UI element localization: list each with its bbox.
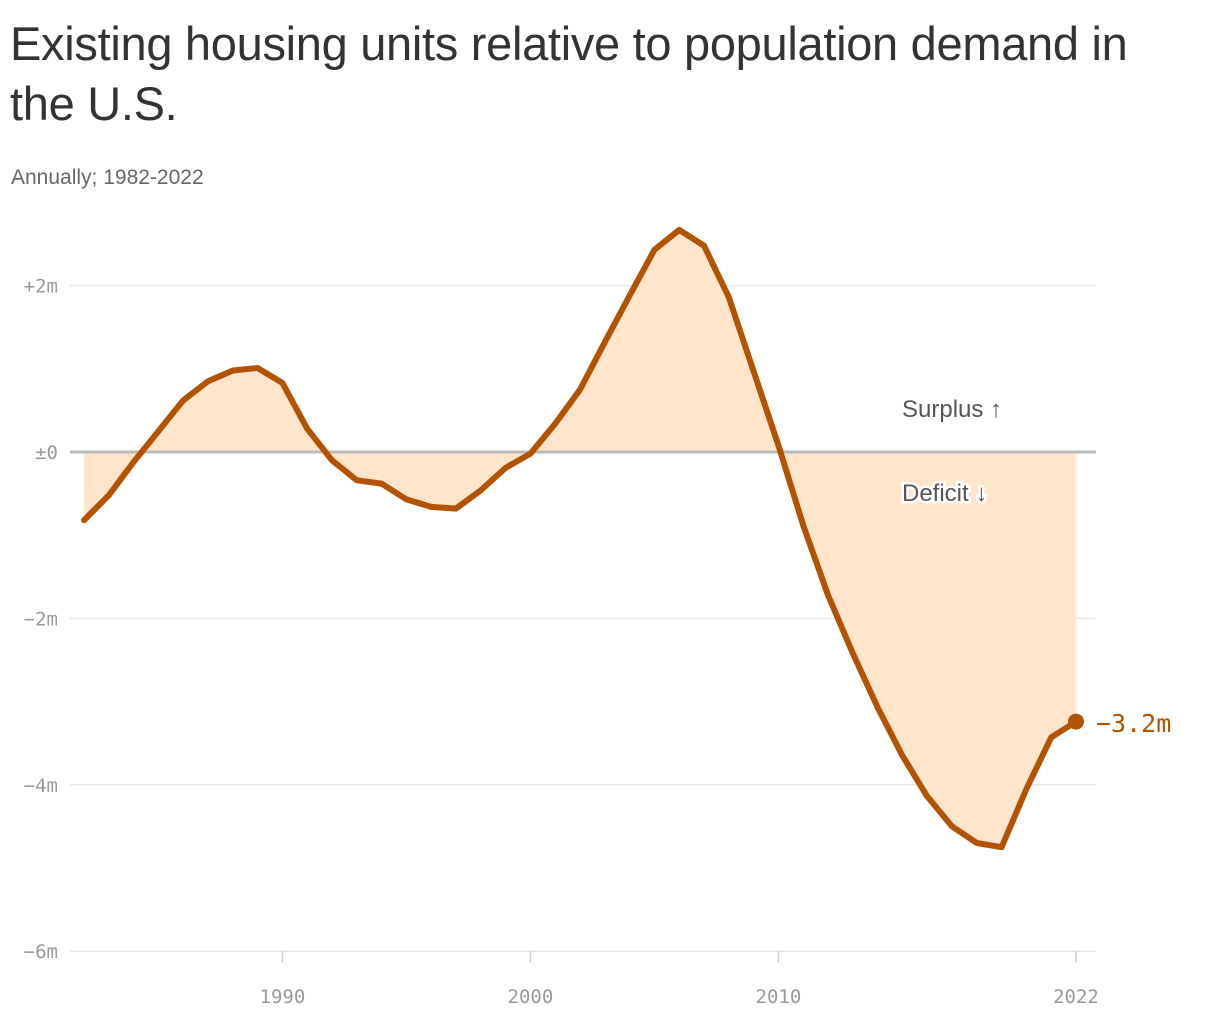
x-tick-label: 2010 [756, 986, 802, 1008]
chart-title: Existing housing units relative to popul… [10, 17, 1128, 130]
deficit-annotation: Deficit ↓ [902, 480, 987, 507]
gridlines [70, 284, 1096, 952]
x-tick-label: 1990 [260, 986, 306, 1008]
x-tick-label: 2000 [508, 986, 554, 1008]
y-tick-label: −4m [24, 775, 58, 797]
chart-subtitle: Annually; 1982-2022 [11, 166, 204, 189]
x-axis-ticks: 1990 2000 2010 2022 [260, 951, 1099, 1008]
end-point-marker [1068, 713, 1084, 730]
y-tick-label: −6m [24, 941, 58, 963]
y-tick-label: +2m [24, 276, 58, 298]
surplus-annotation: Surplus ↑ [902, 396, 1002, 423]
y-axis-ticks: +2m ±0 −2m −4m −6m [24, 276, 58, 964]
series-line [81, 226, 1079, 851]
y-tick-label: −2m [24, 608, 58, 630]
y-tick-label: ±0 [35, 442, 58, 464]
end-value-label: −3.2m [1096, 709, 1171, 738]
x-tick-label: 2022 [1053, 986, 1099, 1008]
area-fill [84, 229, 1076, 848]
